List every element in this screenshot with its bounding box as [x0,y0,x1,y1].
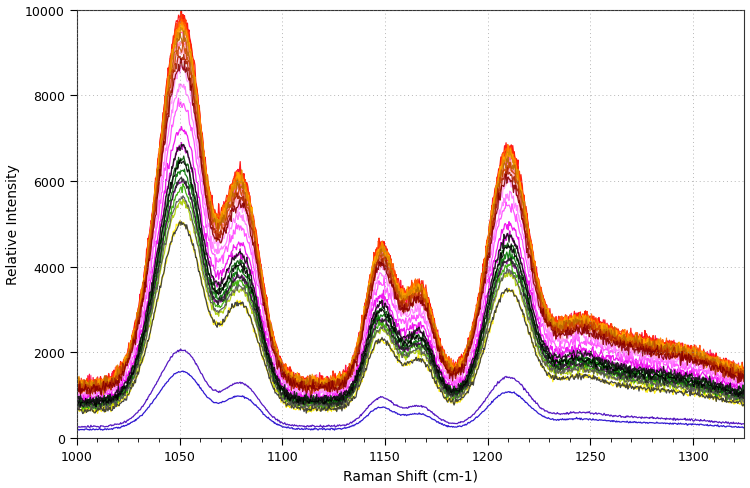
X-axis label: Raman Shift (cm-1): Raman Shift (cm-1) [343,468,478,483]
Y-axis label: Relative Intensity: Relative Intensity [5,164,20,285]
